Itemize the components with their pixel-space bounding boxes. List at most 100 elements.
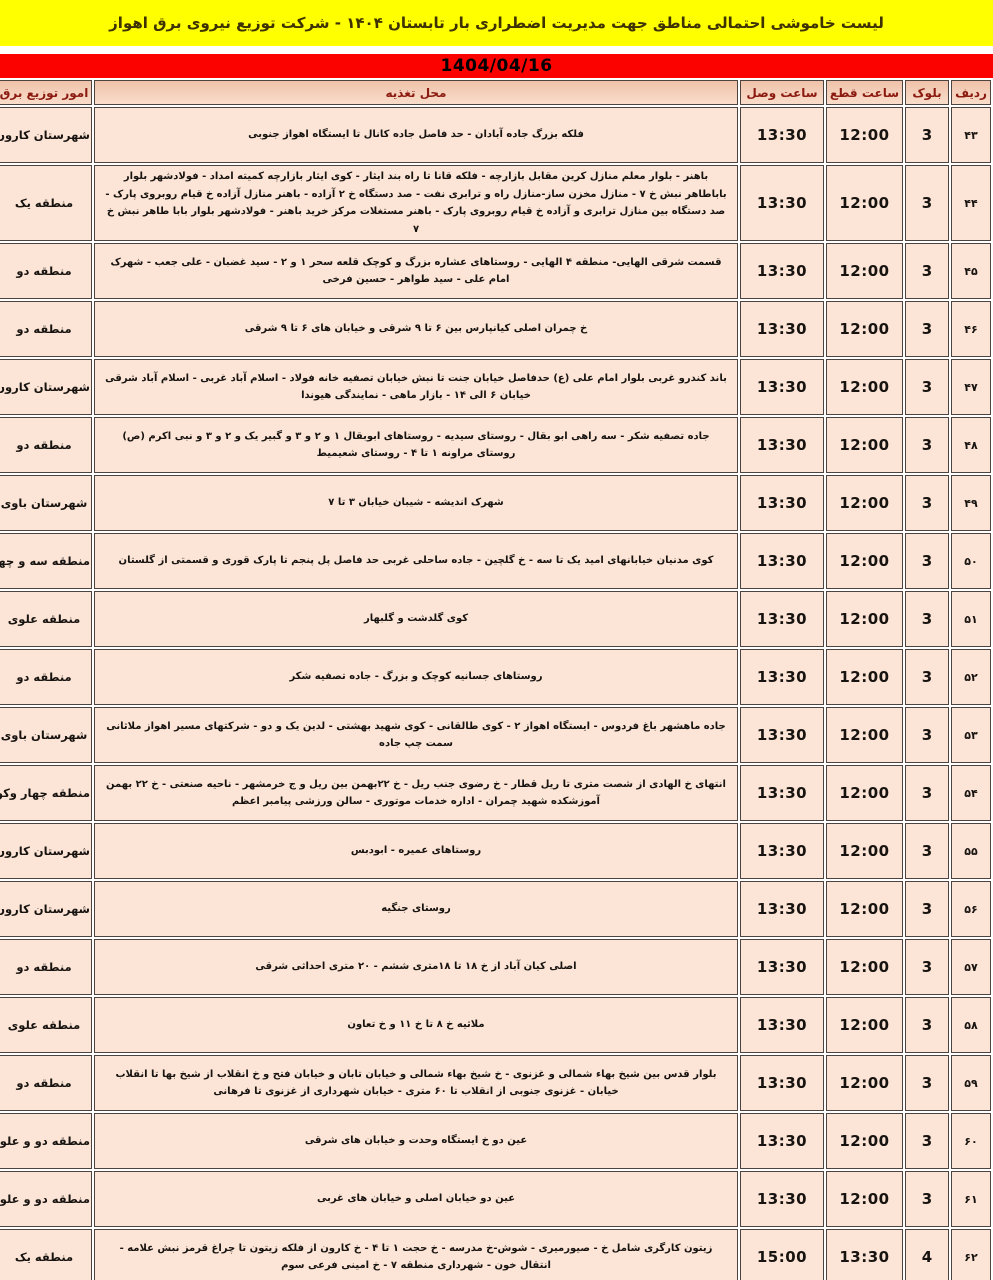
table-row: ۵۲ 3 12:00 13:30 روستاهای جسانیه کوچک و … xyxy=(0,649,991,705)
cell-feed-location: عین دو خیابان اصلی و خیابان های غربی xyxy=(94,1171,738,1227)
outage-table-header: ردیف بلوک ساعت قطع ساعت وصل محل تغذیه ام… xyxy=(0,80,991,105)
cell-block: 3 xyxy=(905,165,949,241)
cell-distribution-area: منطقه دو xyxy=(0,243,92,299)
cell-feed-location: بلوار قدس بین شیخ بهاء شمالی و غزنوی - خ… xyxy=(94,1055,738,1111)
cell-block: 3 xyxy=(905,243,949,299)
col-header-cut-time: ساعت قطع xyxy=(826,80,903,105)
table-row: ۵۰ 3 12:00 13:30 کوی مدنیان خیابانهای ام… xyxy=(0,533,991,589)
cell-row-number: ۴۳ xyxy=(951,107,991,163)
cell-distribution-area: منطقه دو xyxy=(0,939,92,995)
cell-feed-location: جاده تصفیه شکر - سه راهی ابو بقال - روست… xyxy=(94,417,738,473)
cell-cut-time: 12:00 xyxy=(826,1171,903,1227)
cell-distribution-area: شهرستان کارون xyxy=(0,359,92,415)
table-row: ۵۸ 3 12:00 13:30 ملاثیه خ ۸ تا خ ۱۱ و خ … xyxy=(0,997,991,1053)
cell-restore-time: 13:30 xyxy=(740,1055,824,1111)
cell-distribution-area: شهرستان کارون xyxy=(0,107,92,163)
cell-block: 3 xyxy=(905,107,949,163)
cell-block: 3 xyxy=(905,649,949,705)
cell-block: 3 xyxy=(905,939,949,995)
cell-distribution-area: شهرستان باوی xyxy=(0,475,92,531)
cell-block: 3 xyxy=(905,1055,949,1111)
cell-cut-time: 13:30 xyxy=(826,1229,903,1280)
cell-distribution-area: منطقه علوی xyxy=(0,591,92,647)
cell-block: 3 xyxy=(905,1113,949,1169)
cell-cut-time: 12:00 xyxy=(826,417,903,473)
date-banner: 1404/04/16 xyxy=(0,54,993,78)
cell-feed-location: کوی گلدشت و گلبهار xyxy=(94,591,738,647)
cell-feed-location: شهرک اندیشه - شیبان خیابان ۳ تا ۷ xyxy=(94,475,738,531)
cell-feed-location: قسمت شرقی الهایی- منطقه ۴ الهایی - روستا… xyxy=(94,243,738,299)
cell-feed-location: باهنر - بلوار معلم منازل کرین مقابل بازا… xyxy=(94,165,738,241)
cell-cut-time: 12:00 xyxy=(826,997,903,1053)
cell-restore-time: 13:30 xyxy=(740,165,824,241)
cell-distribution-area: منطقه دو و علوی xyxy=(0,1113,92,1169)
cell-restore-time: 13:30 xyxy=(740,707,824,763)
cell-row-number: ۶۲ xyxy=(951,1229,991,1280)
cell-feed-location: زیتون کارگری شامل خ - صیورمیری - شوش-خ م… xyxy=(94,1229,738,1280)
date-label: 1404/04/16 xyxy=(440,56,553,76)
cell-block: 3 xyxy=(905,997,949,1053)
cell-block: 3 xyxy=(905,1171,949,1227)
cell-restore-time: 13:30 xyxy=(740,243,824,299)
cell-distribution-area: منطقه دو xyxy=(0,1055,92,1111)
cell-distribution-area: منطقه دو xyxy=(0,649,92,705)
cell-block: 3 xyxy=(905,359,949,415)
cell-distribution-area: منطقه دو و علوی xyxy=(0,1171,92,1227)
cell-restore-time: 15:00 xyxy=(740,1229,824,1280)
table-row: ۵۵ 3 12:00 13:30 روستاهای عمیره - ابودبس… xyxy=(0,823,991,879)
cell-row-number: ۶۱ xyxy=(951,1171,991,1227)
cell-cut-time: 12:00 xyxy=(826,939,903,995)
cell-cut-time: 12:00 xyxy=(826,475,903,531)
cell-feed-location: ملاثیه خ ۸ تا خ ۱۱ و خ تعاون xyxy=(94,997,738,1053)
table-row: ۶۲ 4 13:30 15:00 زیتون کارگری شامل خ - ص… xyxy=(0,1229,991,1280)
cell-restore-time: 13:30 xyxy=(740,591,824,647)
cell-feed-location: انتهای خ الهادی از شصت متری تا ریل قطار … xyxy=(94,765,738,821)
table-row: ۴۵ 3 12:00 13:30 قسمت شرقی الهایی- منطقه… xyxy=(0,243,991,299)
cell-cut-time: 12:00 xyxy=(826,1113,903,1169)
cell-row-number: ۵۹ xyxy=(951,1055,991,1111)
table-row: ۴۳ 3 12:00 13:30 فلکه بزرگ جاده آبادان -… xyxy=(0,107,991,163)
cell-row-number: ۵۳ xyxy=(951,707,991,763)
table-row: ۴۷ 3 12:00 13:30 باند کندرو غربی بلوار ا… xyxy=(0,359,991,415)
cell-distribution-area: منطقه سه و چهار xyxy=(0,533,92,589)
cell-cut-time: 12:00 xyxy=(826,359,903,415)
cell-distribution-area: منطقه چهار وکوی علوی xyxy=(0,765,92,821)
cell-feed-location: عین دو خ ایستگاه وحدت و خیابان های شرقی xyxy=(94,1113,738,1169)
cell-restore-time: 13:30 xyxy=(740,765,824,821)
cell-row-number: ۴۴ xyxy=(951,165,991,241)
cell-cut-time: 12:00 xyxy=(826,1055,903,1111)
cell-feed-location: کوی مدنیان خیابانهای امید یک تا سه - خ گ… xyxy=(94,533,738,589)
cell-restore-time: 13:30 xyxy=(740,823,824,879)
cell-block: 3 xyxy=(905,823,949,879)
cell-distribution-area: شهرستان کارون xyxy=(0,823,92,879)
table-row: ۵۷ 3 12:00 13:30 اصلی کیان آباد از خ ۱۸ … xyxy=(0,939,991,995)
header-row: ردیف بلوک ساعت قطع ساعت وصل محل تغذیه ام… xyxy=(0,80,991,105)
cell-distribution-area: منطقه یک xyxy=(0,165,92,241)
cell-cut-time: 12:00 xyxy=(826,881,903,937)
cell-restore-time: 13:30 xyxy=(740,475,824,531)
cell-restore-time: 13:30 xyxy=(740,881,824,937)
outage-table-body: ۴۳ 3 12:00 13:30 فلکه بزرگ جاده آبادان -… xyxy=(0,107,991,1280)
cell-row-number: ۴۶ xyxy=(951,301,991,357)
cell-feed-location: خ چمران اصلی کیانپارس بین ۶ تا ۹ شرقی و … xyxy=(94,301,738,357)
table-row: ۶۰ 3 12:00 13:30 عین دو خ ایستگاه وحدت و… xyxy=(0,1113,991,1169)
col-header-restore-time: ساعت وصل xyxy=(740,80,824,105)
cell-feed-location: روستاهای جسانیه کوچک و بزرگ - جاده تصفیه… xyxy=(94,649,738,705)
cell-restore-time: 13:30 xyxy=(740,301,824,357)
table-row: ۴۹ 3 12:00 13:30 شهرک اندیشه - شیبان خیا… xyxy=(0,475,991,531)
cell-distribution-area: منطقه علوی xyxy=(0,997,92,1053)
cell-cut-time: 12:00 xyxy=(826,765,903,821)
col-header-feed-location: محل تغذیه xyxy=(94,80,738,105)
cell-restore-time: 13:30 xyxy=(740,107,824,163)
cell-distribution-area: منطقه یک xyxy=(0,1229,92,1280)
cell-distribution-area: شهرستان باوی xyxy=(0,707,92,763)
cell-feed-location: اصلی کیان آباد از خ ۱۸ تا ۱۸متری ششم - ۲… xyxy=(94,939,738,995)
cell-row-number: ۵۰ xyxy=(951,533,991,589)
cell-row-number: ۶۰ xyxy=(951,1113,991,1169)
cell-cut-time: 12:00 xyxy=(826,533,903,589)
cell-block: 3 xyxy=(905,475,949,531)
page-title: لیست خاموشی احتمالی مناطق جهت مدیریت اضط… xyxy=(109,14,884,32)
cell-cut-time: 12:00 xyxy=(826,301,903,357)
cell-restore-time: 13:30 xyxy=(740,533,824,589)
table-row: ۴۸ 3 12:00 13:30 جاده تصفیه شکر - سه راه… xyxy=(0,417,991,473)
